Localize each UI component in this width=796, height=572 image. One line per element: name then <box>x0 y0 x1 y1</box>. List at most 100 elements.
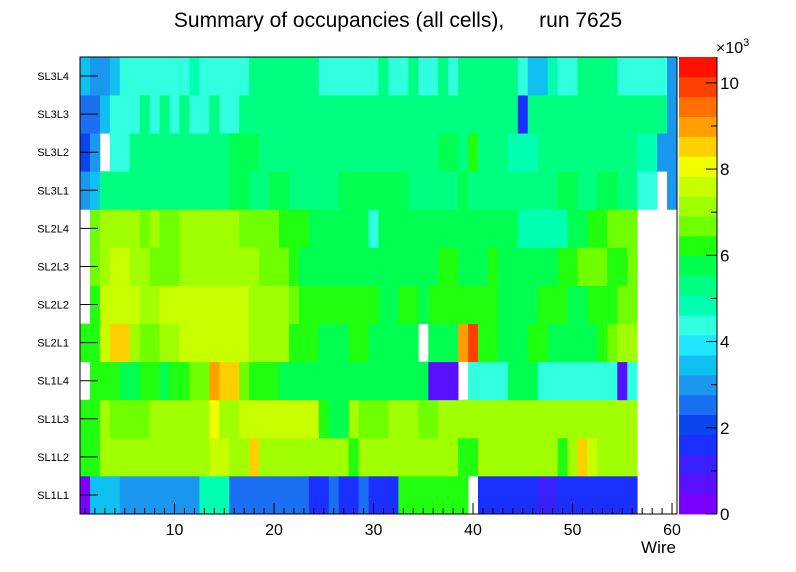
heatmap-cell-sl2l2-52-54 <box>587 285 618 324</box>
heatmap-cell-sl1l3-32-34 <box>388 399 419 439</box>
heatmap-cell-sl2l4-31-44 <box>378 209 519 248</box>
y-tick-label: SL2L3 <box>37 261 69 273</box>
heatmap-cell-sl2l3-49-50 <box>557 247 578 286</box>
heatmap-cell-sl2l1-6-6 <box>129 323 141 363</box>
x-tick-label: 50 <box>564 522 582 539</box>
color-scale-bin <box>679 57 717 78</box>
chart-title: Summary of occupancies (all cells), run … <box>174 9 622 32</box>
heatmap-cell-sl1l2-39-40 <box>458 437 479 477</box>
x-tick-label: 30 <box>365 522 383 539</box>
heatmap-cell-sl1l2-51-51 <box>577 437 588 477</box>
heatmap-cell-sl2l3-43-45 <box>497 247 529 286</box>
heatmap-cell-sl1l2-28-28 <box>348 437 359 477</box>
heatmap-cell-sl3l3-10-10 <box>169 95 180 134</box>
heatmap-cell-sl3l3-9-9 <box>159 95 170 134</box>
heatmap-cell-sl1l2-18-18 <box>249 437 260 477</box>
heatmap-cell-sl2l2-7-8 <box>139 285 160 324</box>
heatmap-cell-sl1l1-41-46 <box>478 475 539 515</box>
color-scale-tick-label: 10 <box>720 74 739 93</box>
heatmap-cell-sl1l1-27-28 <box>338 475 359 515</box>
heatmap-cell-sl2l2-36-42 <box>428 285 499 324</box>
heatmap-cell-sl2l2-55-56 <box>617 285 638 324</box>
heatmap-cell-sl1l2-3-13 <box>99 437 210 477</box>
y-tick-label: SL2L4 <box>37 223 69 235</box>
color-scale: 0 2 4 6 8 10 <box>679 57 739 524</box>
heatmap-cell-sl3l3-11-11 <box>179 95 190 134</box>
heatmap-cell-sl3l1-44-44 <box>507 171 519 210</box>
heatmap-cell-sl2l1-18-21 <box>249 323 290 363</box>
heatmap-cell-sl1l1-16-23 <box>229 475 310 515</box>
color-scale-bin <box>679 176 717 197</box>
heatmap-cell-sl1l3-17-24 <box>239 399 320 439</box>
heatmap-cell-sl3l4-18-24 <box>249 57 320 96</box>
x-tick-label: 60 <box>663 522 681 539</box>
heatmap-cell-sl1l4-17-17 <box>239 361 250 401</box>
heatmap-cell-sl3l2-16-18 <box>229 133 260 172</box>
heatmap-cell-sl1l3-8-12 <box>149 399 200 439</box>
heatmap-cell-sl2l3-39-41 <box>458 247 489 286</box>
heatmap-cell-sl3l4-37-37 <box>438 57 449 96</box>
heatmap-cell-sl3l4-39-39 <box>458 57 469 96</box>
color-scale-tick-label: 6 <box>720 246 729 265</box>
heatmap-cell-sl3l3-4-6 <box>109 95 141 134</box>
heatmap-cell-sl3l3-46-56 <box>527 95 638 134</box>
plot-frame <box>79 56 678 515</box>
heatmap-cell-sl3l3-17-18 <box>239 95 260 134</box>
heatmap-cells <box>80 57 678 515</box>
y-tick-label: SL1L1 <box>37 490 69 502</box>
heatmap-cell-sl1l3-15-16 <box>219 399 240 439</box>
heatmap-cell-sl1l4-18-20 <box>249 361 280 401</box>
heatmap-cell-sl3l4-60-61 <box>667 57 678 96</box>
heatmap-cell-sl3l4-46-47 <box>527 57 549 96</box>
heatmap-cell-sl3l1-60-60 <box>667 171 678 210</box>
heatmap-cell-sl2l4-17-20 <box>239 209 280 248</box>
heatmap-cell-sl3l4-49-50 <box>557 57 578 96</box>
color-scale-bin <box>679 275 717 296</box>
color-scale-bin <box>679 414 717 435</box>
heatmap-cell-sl2l3-11-18 <box>179 247 260 286</box>
heatmap-cell-sl3l3-57-59 <box>637 95 668 134</box>
color-scale-bin <box>679 394 717 416</box>
heatmap-cell-sl3l1-53-54 <box>597 171 618 210</box>
color-scale-bin <box>679 196 717 217</box>
heatmap-cell-sl2l1-4-5 <box>109 323 131 363</box>
heatmap-cell-sl2l3-46-48 <box>527 247 558 286</box>
heatmap-cell-sl1l4-21-35 <box>279 361 429 401</box>
heatmap-cell-sl2l4-11-16 <box>179 209 240 248</box>
heatmap-cell-sl3l1-18-19 <box>249 171 270 210</box>
heatmap-cell-sl1l3-14-14 <box>209 399 220 439</box>
heatmap-cell-sl2l3-3-3 <box>99 247 111 286</box>
heatmap-cell-sl1l2-52-52 <box>587 437 598 477</box>
x-axis: 10 20 30 40 50 60 <box>84 503 681 539</box>
heatmap-cell-sl1l1-47-48 <box>537 475 558 515</box>
heatmap-cell-sl3l4-4-4 <box>109 57 121 96</box>
x-tick-label: 20 <box>265 522 283 539</box>
heatmap-cell-sl3l1-20-21 <box>269 171 290 210</box>
heatmap-cell-sl2l4-24-29 <box>308 209 369 248</box>
heatmap-cell-sl3l1-45-48 <box>517 171 558 210</box>
heatmap-cell-sl1l2-19-27 <box>259 437 350 477</box>
heatmap-cell-sl3l3-60-61 <box>667 95 678 134</box>
heatmap-cell-sl3l2-44-46 <box>507 133 539 172</box>
heatmap-cell-sl3l2-60-61 <box>667 133 678 172</box>
color-scale-bin <box>679 315 717 336</box>
heatmap-cell-sl2l2-50-51 <box>567 285 588 324</box>
heatmap-cell-sl3l1-51-52 <box>577 171 598 210</box>
heatmap-cell-sl2l1-22-24 <box>288 323 320 363</box>
heatmap-cell-sl2l4-3-6 <box>99 209 141 248</box>
heatmap-cell-sl3l4-34-34 <box>408 57 419 96</box>
heatmap-cell-sl2l1-30-33 <box>368 323 409 363</box>
heatmap-cell-sl1l3-4-7 <box>109 399 151 439</box>
heatmap-cell-sl2l2-35-35 <box>418 285 429 324</box>
heatmap-cell-sl1l4-10-11 <box>169 361 190 401</box>
color-scale-bin <box>679 335 717 356</box>
heatmap-cell-sl1l4-15-16 <box>219 361 240 401</box>
color-scale-bin <box>679 116 717 137</box>
heatmap-cell-sl1l4-40-43 <box>468 361 509 401</box>
heatmap-cell-sl3l4-12-12 <box>189 57 200 96</box>
heatmap-cell-sl3l4-2-3 <box>89 57 111 96</box>
heatmap-cell-sl3l4-38-38 <box>448 57 459 96</box>
heatmap-cell-sl3l2-19-36 <box>259 133 439 172</box>
heatmap-cell-sl3l2-6-15 <box>129 133 230 172</box>
